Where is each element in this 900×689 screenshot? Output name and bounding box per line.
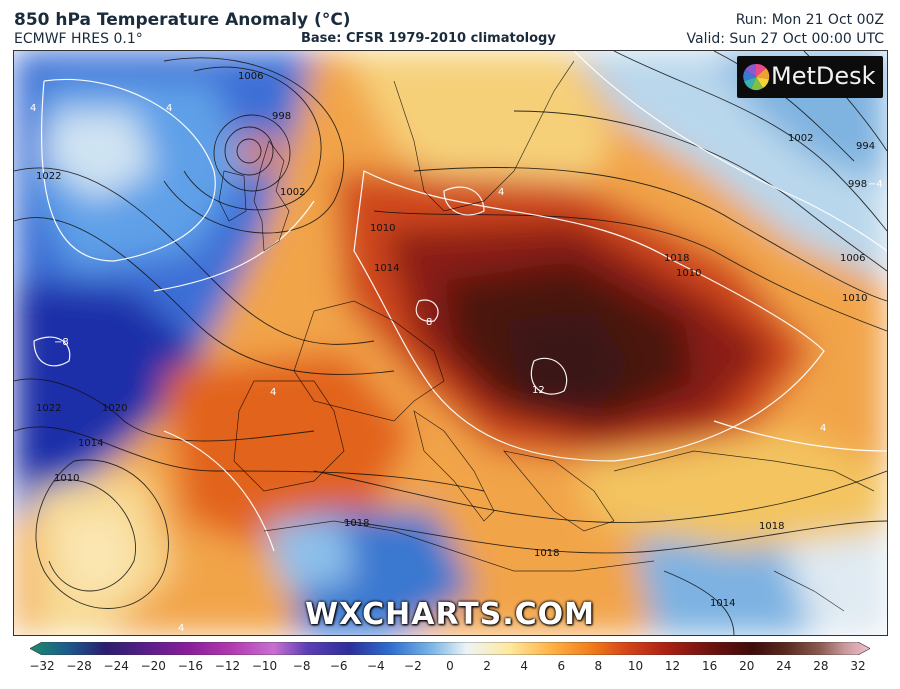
isobar-label: 1014 <box>78 438 103 449</box>
anomaly-label: 4 <box>30 103 36 114</box>
isobar-label: 1022 <box>36 171 61 182</box>
isobar-label: 1010 <box>676 268 701 279</box>
isobar-label: 1014 <box>710 598 735 609</box>
anomaly-map: 1006 998 1002 1022 1022 1020 1018 1014 1… <box>13 50 888 636</box>
pinwheel-icon <box>743 63 770 91</box>
valid-time-label: Valid: Sun 27 Oct 00:00 UTC <box>686 31 884 47</box>
colorbar-tick-label: −4 <box>366 659 385 673</box>
colorbar-tick-label: −8 <box>292 659 311 673</box>
anomaly-field <box>14 51 887 635</box>
wxcharts-watermark: WXCHARTS.COM <box>304 597 596 632</box>
anomaly-label: 4 <box>820 423 826 434</box>
colorbar-tick-label: 10 <box>627 659 644 673</box>
anomaly-label: −4 <box>868 179 883 190</box>
anomaly-label: 8 <box>426 317 432 328</box>
anomaly-label: −8 <box>54 337 69 348</box>
isobar-label: 1018 <box>759 521 784 532</box>
model-label: ECMWF HRES 0.1° <box>14 31 143 47</box>
isobar-label: 1018 <box>344 518 369 529</box>
colorbar-tick-label: −6 <box>329 659 348 673</box>
colorbar-tick-label: −32 <box>29 659 55 673</box>
colorbar-tick-label: 28 <box>813 659 829 673</box>
colorbar-tick-label: −10 <box>251 659 278 673</box>
isobar-label: 998 <box>848 179 867 190</box>
colorbar-tick-label: 12 <box>664 659 681 673</box>
anomaly-label: 4 <box>270 387 276 398</box>
colorbar-tick-label: −12 <box>214 659 241 673</box>
colorbar-tick-label: 8 <box>594 659 603 673</box>
anomaly-labels: 4 4 4 −4 −8 8 12 4 4 4 <box>30 103 883 634</box>
anomaly-label: 4 <box>166 103 172 114</box>
anomaly-label: 4 <box>178 623 184 634</box>
anomaly-contours <box>33 51 887 552</box>
metdesk-logo-text: MetDesk <box>771 62 876 90</box>
isobar-label: 1010 <box>842 293 867 304</box>
isobar-label: 1006 <box>840 253 865 264</box>
isobar-labels: 1006 998 1002 1022 1022 1020 1018 1014 1… <box>36 71 875 609</box>
colorbar-tick-label: 32 <box>850 659 866 673</box>
colorbar <box>30 642 870 655</box>
colorbar-tick-label: 2 <box>483 659 491 673</box>
colorbar-tick-label: −20 <box>140 659 166 673</box>
colorbar-tick-label: −28 <box>66 659 92 673</box>
colorbar-tick-label: −16 <box>177 659 204 673</box>
colorbar-tick-label: 20 <box>739 659 755 673</box>
climatology-base-label: Base: CFSR 1979-2010 climatology <box>301 31 556 46</box>
isobar-label: 1018 <box>664 253 689 264</box>
colorbar-tick-label: 0 <box>446 659 454 673</box>
isobar-label: 998 <box>272 111 291 122</box>
isobar-label: 1010 <box>370 223 395 234</box>
coastlines <box>218 60 875 612</box>
isobar-label: 994 <box>856 141 875 152</box>
isobar-label: 1006 <box>238 71 263 82</box>
isobar-label: 1010 <box>54 473 79 484</box>
isobar-label: 1018 <box>534 548 559 559</box>
isobar-label: 1020 <box>102 403 127 414</box>
anomaly-label: 4 <box>498 187 504 198</box>
run-time-label: Run: Mon 21 Oct 00Z <box>735 12 884 28</box>
isobar-label: 1014 <box>374 263 399 274</box>
isobar-lines <box>14 51 887 635</box>
chart-title: 850 hPa Temperature Anomaly (°C) <box>14 10 351 30</box>
isobar-label: 1022 <box>36 403 61 414</box>
isobar-label: 1002 <box>788 133 813 144</box>
colorbar-tick-label: 24 <box>776 659 792 673</box>
colorbar-tick-label: 16 <box>701 659 718 673</box>
colorbar-tick-label: −2 <box>404 659 422 673</box>
isobar-label: 1002 <box>280 187 305 198</box>
map-canvas: 1006 998 1002 1022 1022 1020 1018 1014 1… <box>14 51 887 635</box>
colorbar-ticks: −32 −28 −24 −20 −16 −12 −10 −8 −6 −4 −2 0 2 4 6 8 10 12 16… <box>0 659 900 679</box>
colorbar-tick-label: 6 <box>557 659 566 673</box>
colorbar-tick-label: −24 <box>103 659 129 673</box>
anomaly-label: 12 <box>532 385 545 396</box>
metdesk-logo: MetDesk <box>737 56 883 98</box>
chart-header: 850 hPa Temperature Anomaly (°C) ECMWF H… <box>0 0 900 50</box>
colorbar-tick-label: 4 <box>520 659 528 673</box>
